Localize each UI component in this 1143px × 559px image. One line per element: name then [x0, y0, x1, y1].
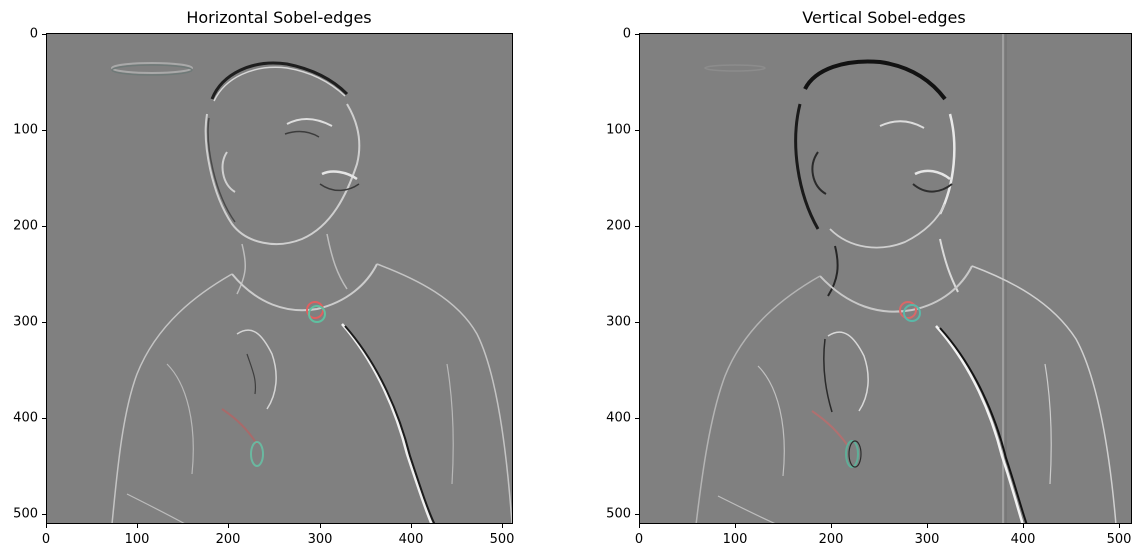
left-y-tick-label: 300 [13, 314, 38, 330]
left-y-tick-label: 100 [13, 122, 38, 138]
left-x-tick-label: 300 [307, 532, 333, 547]
left-x-tick-label: 100 [124, 532, 150, 547]
left-x-tick-label: 500 [489, 532, 515, 547]
left-x-tick-label: 400 [398, 532, 424, 547]
right-y-tick-label: 200 [606, 218, 631, 234]
left-x-tick-label: 0 [41, 532, 51, 547]
right-x-tick-label: 400 [1010, 532, 1036, 547]
right-image-axes [639, 33, 1132, 524]
right-x-tick-label: 200 [818, 532, 844, 547]
left-y-tick-label: 200 [13, 218, 38, 234]
right-sobel-image [640, 34, 1131, 523]
right-x-tick-label: 300 [914, 532, 940, 547]
left-y-tick-label: 0 [29, 26, 38, 42]
right-x-tick-label: 500 [1106, 532, 1132, 547]
right-panel-title: Vertical Sobel-edges [802, 8, 966, 27]
left-x-tick-label: 200 [215, 532, 241, 547]
left-sobel-image [47, 34, 512, 523]
left-y-tick-label: 400 [13, 410, 38, 426]
left-panel-title: Horizontal Sobel-edges [186, 8, 372, 27]
right-y-tick-label: 300 [606, 314, 631, 330]
right-y-tick-label: 400 [606, 410, 631, 426]
right-y-tick-label: 500 [606, 506, 631, 522]
left-y-tick-label: 500 [13, 506, 38, 522]
right-x-tick-label: 0 [634, 532, 644, 547]
right-y-tick-label: 100 [606, 122, 631, 138]
right-y-tick-label: 0 [622, 26, 631, 42]
right-x-tick-label: 100 [722, 532, 748, 547]
left-image-axes [46, 33, 513, 524]
